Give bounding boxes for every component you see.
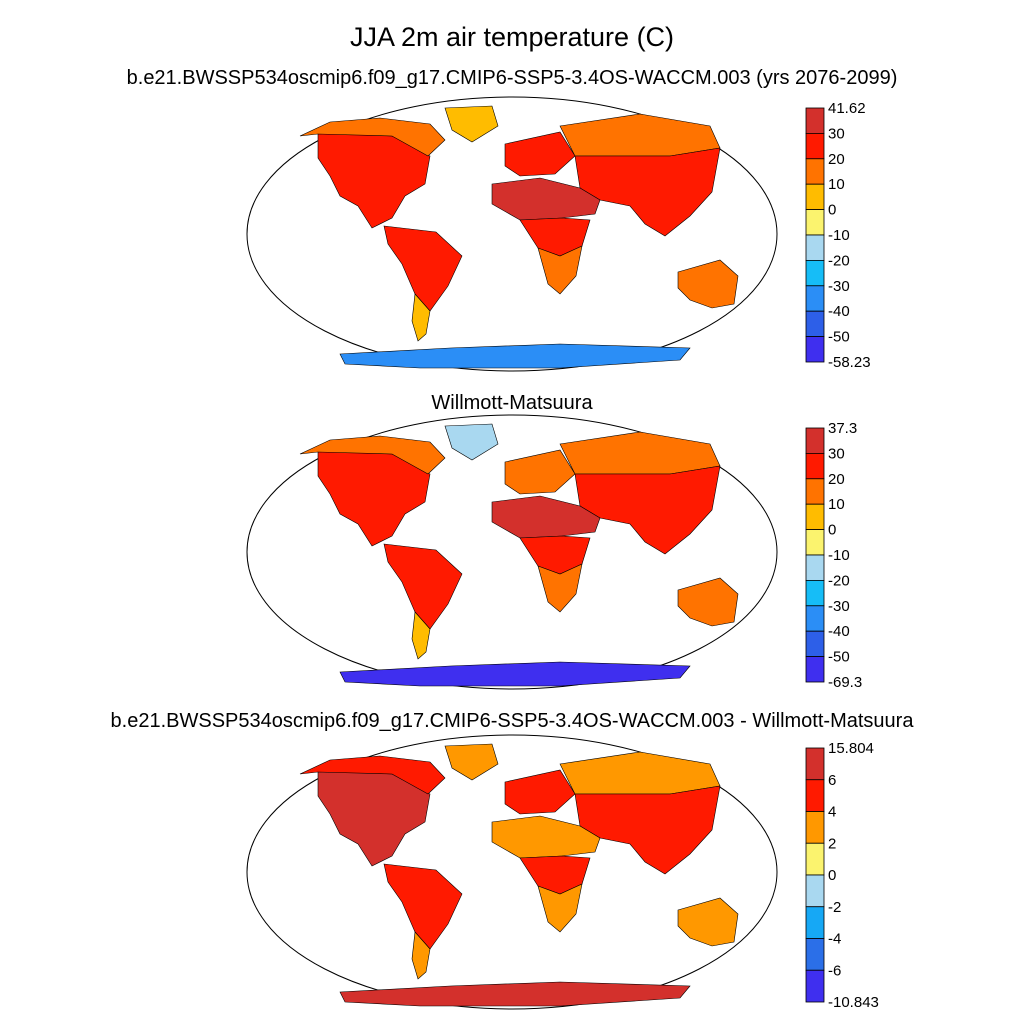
colorbar-tick-label: 37.3: [828, 420, 857, 437]
region-canada-alaska: [299, 755, 446, 795]
colorbar-swatch: [805, 503, 825, 530]
colorbar-tick-label: -69.3: [828, 674, 862, 690]
colorbar-swatch: [805, 107, 825, 134]
colorbar-tick-label: 15.804: [828, 740, 874, 757]
colorbar-tick-label: 20: [828, 151, 845, 168]
colorbar-tick-label: -20: [828, 572, 850, 589]
region-sahara-middle-east: [491, 177, 601, 221]
colorbar-swatch: [805, 656, 825, 683]
colorbar-tick-label: -40: [828, 303, 850, 320]
colorbar-tick-label: -4: [828, 931, 841, 948]
colorbar-tick-label: 30: [828, 445, 845, 462]
colorbar-swatch: [805, 234, 825, 261]
colorbar-tick-label: -2: [828, 899, 841, 916]
region-greenland: [444, 423, 499, 461]
region-australia: [677, 577, 739, 627]
colorbar-swatch: [805, 747, 825, 781]
colorbar-tick-label: 0: [828, 867, 836, 884]
colorbar-difference: 15.804 6 4 2 0 -2 -4 -6 -10.843: [805, 740, 879, 1010]
region-europe: [504, 769, 576, 815]
colorbar-swatch: [805, 183, 825, 210]
colorbar-swatch: [805, 209, 825, 236]
region-canada-alaska: [299, 435, 446, 475]
colorbar-swatch: [805, 605, 825, 632]
colorbar-swatch: [805, 811, 825, 844]
colorbar-swatch: [805, 579, 825, 607]
region-europe: [504, 449, 576, 495]
colorbar-tick-label: -6: [828, 962, 841, 979]
colorbar-observations: 37.3 30 20 10 0 -10 -20 -30 -40 -50 -69.3: [805, 420, 862, 690]
colorbar-swatch: [805, 630, 825, 657]
region-patagonia: [411, 293, 431, 342]
panel-1-title: b.e21.BWSSP534oscmip6.f09_g17.CMIP6-SSP5…: [126, 67, 898, 89]
region-australia: [677, 259, 739, 309]
region-southern-africa: [537, 883, 583, 933]
colorbar-tick-label: -30: [828, 278, 850, 295]
colorbar-swatch: [805, 554, 825, 581]
colorbar-swatch: [805, 427, 825, 454]
region-patagonia: [411, 931, 431, 980]
colorbar-swatch: [805, 906, 825, 939]
colorbar-tick-label: 0: [828, 202, 836, 219]
colorbar-swatch: [805, 453, 825, 480]
region-southern-africa: [537, 563, 583, 613]
colorbar-tick-label: 6: [828, 772, 836, 789]
region-patagonia: [411, 611, 431, 660]
colorbar-tick-label: 2: [828, 835, 836, 852]
region-southern-africa: [537, 245, 583, 295]
colorbar-swatch: [805, 938, 825, 971]
region-australia: [677, 897, 739, 947]
colorbar-tick-label: 41.62: [828, 100, 866, 117]
colorbar-tick-label: 30: [828, 125, 845, 142]
colorbar-tick-label: -50: [828, 649, 850, 666]
colorbar-swatch: [805, 874, 825, 908]
map-panel-model: [246, 96, 778, 372]
colorbar-swatch: [805, 133, 825, 160]
colorbar-tick-label: 20: [828, 471, 845, 488]
colorbar-model: 41.62 30 20 10 0 -10 -20 -30 -40 -50 -58.23: [805, 100, 871, 370]
panel-2-title: Willmott-Matsuura: [431, 392, 593, 414]
colorbar-swatch: [805, 336, 825, 363]
colorbar-tick-label: -30: [828, 598, 850, 615]
region-greenland: [444, 743, 499, 781]
region-antarctica: [339, 661, 691, 687]
region-antarctica: [339, 343, 691, 369]
colorbar-tick-label: 10: [828, 176, 845, 193]
colorbar-swatch: [805, 158, 825, 185]
colorbar-tick-label: -58.23: [828, 354, 871, 370]
region-canada-alaska: [299, 117, 446, 157]
colorbar-swatch: [805, 478, 825, 505]
colorbar-tick-label: -40: [828, 623, 850, 640]
colorbar-swatch: [805, 779, 825, 812]
panel-3-title: b.e21.BWSSP534oscmip6.f09_g17.CMIP6-SSP5…: [110, 710, 914, 732]
colorbar-tick-label: -10.843: [828, 994, 879, 1010]
colorbar-swatch: [805, 529, 825, 556]
map-panel-difference: [246, 734, 778, 1010]
page-title: JJA 2m air temperature (C): [349, 22, 675, 52]
map-panel-observations: [246, 414, 778, 690]
colorbar-swatch: [805, 259, 825, 287]
colorbar-swatch: [805, 310, 825, 337]
colorbar-tick-label: 10: [828, 496, 845, 513]
colorbar-tick-label: 4: [828, 804, 836, 821]
region-europe: [504, 131, 576, 177]
colorbar-tick-label: -20: [828, 252, 850, 269]
colorbar-tick-label: -10: [828, 227, 850, 244]
colorbar-tick-label: 0: [828, 522, 836, 539]
colorbar-swatch: [805, 969, 825, 1003]
region-sahara-middle-east: [491, 815, 601, 859]
colorbar-swatch: [805, 285, 825, 312]
colorbar-swatch: [805, 842, 825, 876]
region-greenland: [444, 105, 499, 143]
region-antarctica: [339, 981, 691, 1007]
region-sahara-middle-east: [491, 495, 601, 539]
colorbar-tick-label: -50: [828, 329, 850, 346]
colorbar-tick-label: -10: [828, 547, 850, 564]
